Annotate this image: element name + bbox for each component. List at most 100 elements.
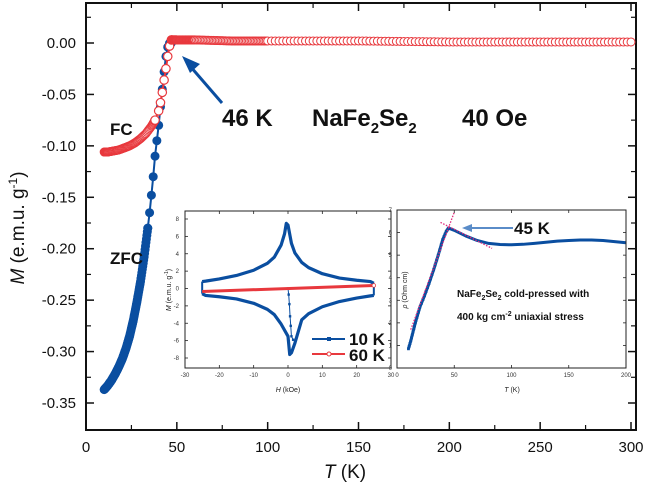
resistivity-point bbox=[410, 336, 413, 340]
inset-hysteresis-x-tick-label: 20 bbox=[353, 373, 360, 379]
hysteresis-10k-upper-branch bbox=[201, 221, 375, 285]
inset-hysteresis-x-title: H (kOe) bbox=[276, 387, 301, 394]
resistivity-point bbox=[421, 298, 425, 301]
y-tick-label: -0.20 bbox=[42, 241, 76, 258]
x-tick-label: 300 bbox=[618, 439, 643, 456]
resistivity-point bbox=[414, 318, 418, 322]
resistivity-point bbox=[423, 294, 426, 298]
hysteresis-10k-point bbox=[288, 302, 291, 306]
inset-resistivity-x-tick-label: 150 bbox=[564, 373, 575, 379]
resistivity-point bbox=[417, 308, 421, 312]
resistivity-point bbox=[439, 243, 443, 247]
resistivity-point bbox=[443, 232, 447, 236]
legend-label-10k: 10 K bbox=[349, 330, 386, 349]
resistivity-point bbox=[418, 305, 422, 309]
y-tick-label: 0.00 bbox=[47, 35, 76, 52]
series-10k bbox=[201, 221, 375, 357]
resistivity-note-line2: 400 kg cm-2 uniaxial stress bbox=[457, 311, 584, 323]
series-fc bbox=[99, 35, 636, 157]
hysteresis-10k-point bbox=[291, 338, 295, 341]
field-label: 40 Oe bbox=[462, 105, 527, 132]
inset-resistivity-y-title: ρ (Ohm cm) bbox=[402, 271, 409, 309]
x-tick-label: 100 bbox=[255, 439, 280, 456]
resistivity-point bbox=[426, 286, 429, 289]
resistivity-point bbox=[432, 268, 436, 272]
resistivity-point bbox=[430, 272, 434, 276]
inset-resistivity-ticks: 0 50 100 150 200 0 1 2 3 4 5 6 7 bbox=[389, 208, 632, 379]
x-tick-label: 250 bbox=[528, 439, 553, 456]
inset-hysteresis-x-tick-label: -20 bbox=[215, 373, 224, 379]
legend-marker-60k bbox=[326, 351, 332, 357]
main-series bbox=[99, 35, 636, 395]
x-tick-label: 150 bbox=[346, 439, 371, 456]
main-y-axis-title: M (e.m.u. g-1) bbox=[6, 171, 29, 284]
inset-hysteresis-x-tick-label: 10 bbox=[319, 373, 326, 379]
inset-resistivity-x-tick-label: 200 bbox=[621, 373, 632, 379]
fc-point bbox=[157, 87, 168, 98]
inset-resistivity-x-tick-label: 100 bbox=[506, 373, 517, 379]
x-tick-label: 200 bbox=[437, 439, 462, 456]
inset-resistivity-x-tick-label: 50 bbox=[451, 373, 458, 379]
resistivity-point bbox=[411, 330, 415, 334]
main-x-axis-ticks: 0 50 100 150 200 250 300 bbox=[82, 3, 644, 456]
tc-arrow bbox=[182, 56, 224, 104]
inset-resistivity-y-tick-label: 3 bbox=[389, 298, 393, 304]
zfc-point bbox=[146, 190, 156, 200]
fc-point bbox=[162, 51, 173, 62]
inset-resistivity-y-tick-label: 7 bbox=[389, 208, 393, 214]
inset-resistivity-series bbox=[407, 212, 627, 351]
inset-hysteresis-y-tick-label: -6 bbox=[174, 339, 180, 345]
hysteresis-10k-point bbox=[290, 335, 293, 338]
resistivity-point bbox=[409, 339, 413, 343]
inset-hysteresis-x-tick-label: 0 bbox=[286, 373, 290, 379]
y-tick-label: -0.10 bbox=[42, 138, 76, 155]
resistivity-point bbox=[441, 237, 445, 241]
inset-resistivity-y-tick-label: 0 bbox=[389, 366, 393, 372]
main-x-axis-title: T (K) bbox=[324, 462, 366, 483]
inset-hysteresis-x-tick-label: -30 bbox=[181, 373, 190, 379]
compound-label: NaFe2Se2 bbox=[312, 105, 417, 137]
zfc-point bbox=[150, 151, 160, 161]
fc-point bbox=[159, 75, 169, 85]
inset-resistivity-background bbox=[397, 210, 626, 368]
resistivity-arrow-head bbox=[462, 224, 472, 232]
y-tick-label: -0.15 bbox=[42, 189, 76, 206]
zfc-point bbox=[152, 136, 162, 146]
hysteresis-60k-point bbox=[371, 283, 377, 288]
inset-hysteresis-series bbox=[201, 221, 377, 357]
fc-label: FC bbox=[110, 120, 133, 139]
resistivity-tc-label: 45 K bbox=[514, 219, 551, 238]
inset-resistivity-y-tick-label: 6 bbox=[389, 231, 393, 237]
legend-item-60k: 60 K bbox=[312, 346, 386, 365]
resistivity-point bbox=[420, 301, 423, 305]
resistivity-point bbox=[442, 235, 446, 239]
zfc-point bbox=[148, 172, 158, 182]
tc-arrow-head bbox=[182, 56, 200, 73]
series-resistivity bbox=[407, 226, 627, 351]
resistivity-point bbox=[416, 313, 420, 317]
x-tick-label: 50 bbox=[168, 439, 185, 456]
inset-resistivity-y-tick-label: 2 bbox=[389, 321, 393, 327]
inset-hysteresis-y-tick-label: -4 bbox=[174, 321, 180, 327]
inset-hysteresis-y-tick-label: 0 bbox=[176, 287, 180, 293]
resistivity-point bbox=[408, 342, 412, 345]
hysteresis-10k-point bbox=[288, 315, 292, 318]
inset-hysteresis-y-tick-label: 4 bbox=[176, 252, 180, 258]
resistivity-point bbox=[415, 316, 419, 319]
zfc-label: ZFC bbox=[110, 249, 143, 268]
inset-hysteresis-x-tick-label: 30 bbox=[388, 373, 395, 379]
tc-label: 46 K bbox=[222, 105, 273, 132]
resistivity-point bbox=[424, 290, 428, 294]
resistivity-fit-line bbox=[440, 221, 493, 249]
main-plot-frame bbox=[85, 2, 637, 431]
inset-hysteresis-y-tick-label: 2 bbox=[176, 269, 180, 275]
resistivity-note-line1: NaFe2Se2 cold-pressed with bbox=[457, 289, 589, 302]
resistivity-point bbox=[435, 258, 439, 262]
zfc-point bbox=[145, 208, 155, 218]
y-tick-label: -0.35 bbox=[42, 395, 76, 412]
main-plot-border bbox=[85, 2, 637, 431]
y-tick-label: -0.25 bbox=[42, 292, 76, 309]
hysteresis-10k-lower-branch bbox=[201, 292, 375, 357]
legend-item-10k: 10 K bbox=[312, 330, 386, 349]
resistivity-point bbox=[413, 324, 416, 328]
